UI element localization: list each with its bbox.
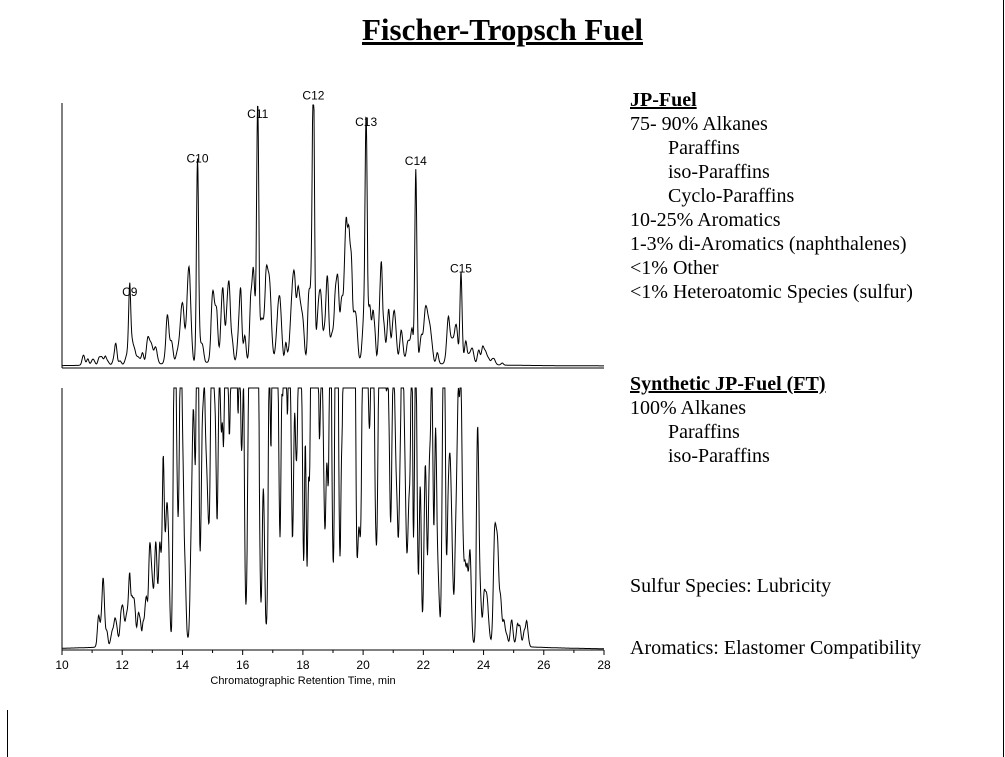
sulfur-note: Sulfur Species: Lubricity [630, 575, 832, 597]
frame-left-border [7, 710, 8, 757]
peak-label-c15: C15 [450, 262, 472, 276]
frame-right-border [1003, 0, 1004, 757]
x-tick-label: 10 [55, 658, 69, 672]
x-tick-label: 14 [176, 658, 190, 672]
synthetic-fuel-line: Paraffins [668, 421, 740, 443]
jp-fuel-line: Paraffins [668, 137, 740, 159]
synthetic-fuel-line: 100% Alkanes [630, 397, 747, 419]
x-tick-label: 18 [296, 658, 310, 672]
peak-label-c14: C14 [405, 154, 427, 168]
jp-fuel-block: JP-Fuel 75- 90% Alkanes Paraffins iso-Pa… [630, 88, 913, 304]
peak-label-c9: C9 [122, 285, 138, 299]
slide-title: Fischer-Tropsch Fuel [362, 12, 643, 47]
peak-label-c10: C10 [186, 152, 208, 166]
jp-fuel-line: <1% Other [630, 257, 719, 279]
jp-fuel-heading: JP-Fuel [630, 89, 697, 111]
jp-fuel-line: <1% Heteroatomic Species (sulfur) [630, 281, 913, 303]
x-tick-label: 24 [477, 658, 491, 672]
synthetic-fuel-line: iso-Paraffins [668, 445, 770, 467]
jp-fuel-line: 75- 90% Alkanes [630, 113, 768, 135]
jp-fuel-line: 1-3% di-Aromatics (naphthalenes) [630, 233, 907, 255]
peak-label-c13: C13 [355, 115, 377, 129]
x-tick-label: 26 [537, 658, 551, 672]
x-tick-label: 12 [116, 658, 130, 672]
peak-label-c12: C12 [302, 89, 324, 103]
synthetic-fuel-plot: 10 12 14 16 18 20 22 24 26 28 Chromatographic Rete… [55, 387, 611, 687]
synthetic-fuel-block: Synthetic JP-Fuel (FT) 100% Alkanes Para… [630, 372, 826, 468]
x-tick-label: 16 [236, 658, 250, 672]
synthetic-fuel-trace [62, 387, 604, 650]
jp-fuel-trace [62, 104, 604, 367]
aromatics-note: Aromatics: Elastomer Compatibility [630, 637, 922, 659]
x-tick-label: 20 [356, 658, 370, 672]
peak-label-c11: C11 [247, 107, 268, 121]
jp-fuel-line: Cyclo-Paraffins [668, 185, 795, 207]
x-tick-label: 22 [417, 658, 431, 672]
x-axis-label: Chromatographic Retention Time, min [210, 675, 395, 687]
chromatogram-chart: C9 C10 C11 C12 C13 C14 C15 10 12 14 16 18 20 22 24 26 2… [55, 89, 611, 687]
jp-fuel-line: 10-25% Aromatics [630, 209, 781, 231]
synthetic-fuel-heading: Synthetic JP-Fuel (FT) [630, 373, 826, 395]
jp-fuel-plot: C9 C10 C11 C12 C13 C14 C15 [61, 89, 604, 369]
jp-fuel-line: iso-Paraffins [668, 161, 770, 183]
x-tick-label: 28 [597, 658, 611, 672]
